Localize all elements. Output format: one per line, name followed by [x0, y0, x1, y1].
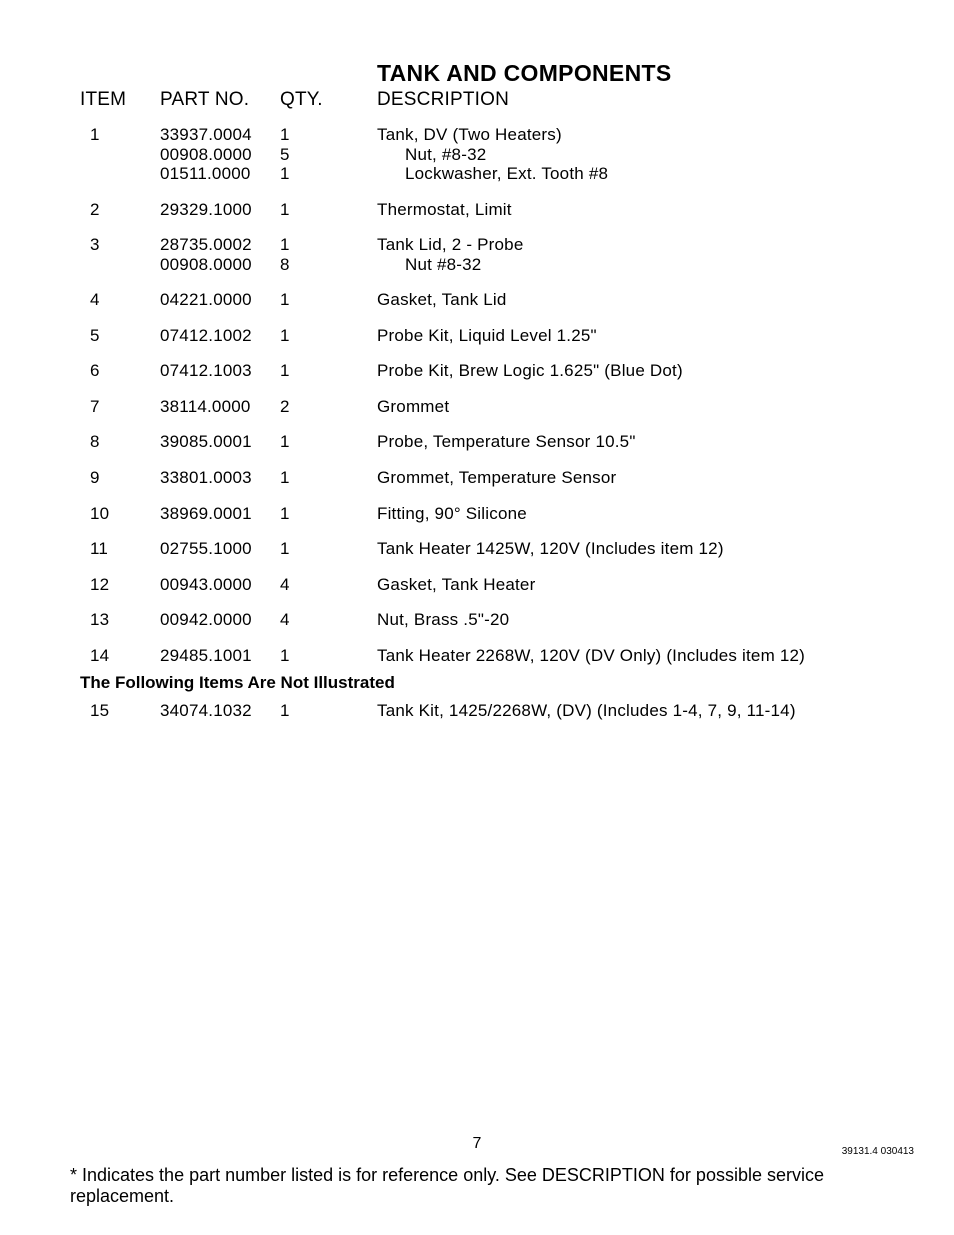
part-number: 04221.0000 [160, 282, 280, 318]
description: Tank Kit, 1425/2268W, (DV) (Includes 1-4… [377, 693, 874, 729]
quantity: 1 [280, 424, 377, 460]
quantity: 1 [280, 282, 377, 318]
item-number: 10 [80, 496, 160, 532]
page-title: TANK AND COMPONENTS [377, 60, 874, 87]
part-number: 29329.1000 [160, 192, 280, 228]
page-number: 7 [80, 1135, 874, 1153]
part-number: 02755.1000 [160, 531, 280, 567]
item-number: 9 [80, 460, 160, 496]
part-number: 07412.1002 [160, 318, 280, 354]
quantity: 1 [280, 353, 377, 389]
table-row: 933801.00031Grommet, Temperature Sensor [80, 460, 874, 496]
item-number: 2 [80, 192, 160, 228]
parts-list-page: TANK AND COMPONENTS ITEM PART NO. QTY. D… [0, 0, 954, 1235]
description: Tank Heater 2268W, 120V (DV Only) (Inclu… [377, 638, 874, 674]
table-row: 738114.00002Grommet [80, 389, 874, 425]
item-number: 7 [80, 389, 160, 425]
item-number: 3 [80, 227, 160, 282]
not-illustrated-subheading: The Following Items Are Not Illustrated [80, 673, 874, 693]
part-number: 07412.1003 [160, 353, 280, 389]
table-row: 839085.00011Probe, Temperature Sensor 10… [80, 424, 874, 460]
quantity: 1 [280, 531, 377, 567]
table-row: 507412.10021Probe Kit, Liquid Level 1.25… [80, 318, 874, 354]
description: Thermostat, Limit [377, 192, 874, 228]
part-number: 39085.0001 [160, 424, 280, 460]
item-number: 6 [80, 353, 160, 389]
quantity: 4 [280, 567, 377, 603]
col-qty: QTY. [280, 89, 377, 111]
table-row: 1102755.10001Tank Heater 1425W, 120V (In… [80, 531, 874, 567]
parts-table: ITEM PART NO. QTY. DESCRIPTION 133937.00… [80, 89, 874, 729]
quantity: 4 [280, 602, 377, 638]
part-number: 00942.0000 [160, 602, 280, 638]
description: Tank Lid, 2 - ProbeNut #8-32 [377, 227, 874, 282]
table-row: 1200943.00004Gasket, Tank Heater [80, 567, 874, 603]
item-number: 14 [80, 638, 160, 674]
description: Grommet, Temperature Sensor [377, 460, 874, 496]
description: Gasket, Tank Heater [377, 567, 874, 603]
table-row: 1038969.00011Fitting, 90° Silicone [80, 496, 874, 532]
item-number: 5 [80, 318, 160, 354]
description: Gasket, Tank Lid [377, 282, 874, 318]
table-row: 133937.000400908.000001511.0000151Tank, … [80, 111, 874, 192]
quantity: 1 [280, 638, 377, 674]
quantity: 2 [280, 389, 377, 425]
table-row: 229329.10001Thermostat, Limit [80, 192, 874, 228]
table-row: 328735.000200908.000018Tank Lid, 2 - Pro… [80, 227, 874, 282]
part-number: 28735.000200908.0000 [160, 227, 280, 282]
col-desc: DESCRIPTION [377, 89, 874, 111]
table-row: 404221.00001Gasket, Tank Lid [80, 282, 874, 318]
item-number: 12 [80, 567, 160, 603]
quantity: 1 [280, 318, 377, 354]
item-number: 11 [80, 531, 160, 567]
description: Nut, Brass .5"-20 [377, 602, 874, 638]
quantity: 1 [280, 496, 377, 532]
part-number: 33801.0003 [160, 460, 280, 496]
item-number: 15 [80, 693, 160, 729]
table-row: 607412.10031Probe Kit, Brew Logic 1.625"… [80, 353, 874, 389]
footnote: * Indicates the part number listed is fo… [70, 1165, 874, 1207]
part-number: 38114.0000 [160, 389, 280, 425]
page-footer: 7 39131.4 030413 * Indicates the part nu… [0, 1135, 954, 1207]
description: Probe Kit, Liquid Level 1.25" [377, 318, 874, 354]
description: Probe, Temperature Sensor 10.5" [377, 424, 874, 460]
quantity: 1 [280, 693, 377, 729]
quantity: 151 [280, 111, 377, 192]
part-number: 29485.1001 [160, 638, 280, 674]
item-number: 1 [80, 111, 160, 192]
description: Tank, DV (Two Heaters)Nut, #8-32Lockwash… [377, 111, 874, 192]
part-number: 33937.000400908.000001511.0000 [160, 111, 280, 192]
document-id: 39131.4 030413 [842, 1146, 914, 1157]
description: Probe Kit, Brew Logic 1.625" (Blue Dot) [377, 353, 874, 389]
col-part: PART NO. [160, 89, 280, 111]
col-item: ITEM [80, 89, 160, 111]
item-number: 8 [80, 424, 160, 460]
table-row: 1300942.00004Nut, Brass .5"-20 [80, 602, 874, 638]
part-number: 34074.1032 [160, 693, 280, 729]
table-row: 1429485.10011Tank Heater 2268W, 120V (DV… [80, 638, 874, 674]
table-row: 1534074.10321Tank Kit, 1425/2268W, (DV) … [80, 693, 874, 729]
description: Fitting, 90° Silicone [377, 496, 874, 532]
part-number: 38969.0001 [160, 496, 280, 532]
quantity: 1 [280, 460, 377, 496]
quantity: 18 [280, 227, 377, 282]
description: Tank Heater 1425W, 120V (Includes item 1… [377, 531, 874, 567]
item-number: 4 [80, 282, 160, 318]
table-header-row: ITEM PART NO. QTY. DESCRIPTION [80, 89, 874, 111]
part-number: 00943.0000 [160, 567, 280, 603]
description: Grommet [377, 389, 874, 425]
item-number: 13 [80, 602, 160, 638]
quantity: 1 [280, 192, 377, 228]
